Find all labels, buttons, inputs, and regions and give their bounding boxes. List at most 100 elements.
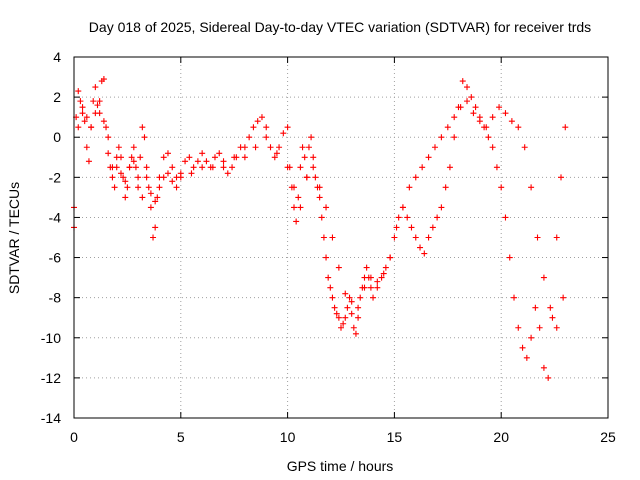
data-point (109, 174, 116, 181)
data-point (425, 234, 432, 241)
data-point (88, 124, 95, 131)
data-point (145, 184, 152, 191)
data-point (506, 254, 513, 261)
data-point (126, 164, 133, 171)
data-point (534, 234, 541, 241)
data-point (103, 124, 110, 131)
data-point (137, 154, 144, 161)
y-tick-label: -10 (41, 330, 61, 346)
data-point (199, 150, 206, 157)
data-point (254, 118, 261, 125)
data-point (83, 114, 90, 121)
data-point (199, 164, 206, 171)
data-point (92, 110, 99, 117)
data-point (429, 224, 436, 231)
data-point (560, 294, 567, 301)
data-point (203, 158, 210, 165)
data-point (374, 278, 381, 285)
data-point (310, 164, 317, 171)
data-point (295, 194, 302, 201)
data-point (329, 234, 336, 241)
data-point (549, 314, 556, 321)
data-point (241, 154, 248, 161)
data-point (431, 144, 438, 151)
y-tick-label: -12 (41, 370, 61, 386)
data-point (141, 134, 148, 141)
grid-lines (74, 57, 608, 418)
data-point (79, 110, 86, 117)
y-tick-label: -4 (49, 209, 62, 225)
data-point (308, 134, 315, 141)
data-point (139, 194, 146, 201)
data-point (342, 290, 349, 297)
data-point (493, 164, 500, 171)
data-point (130, 144, 137, 151)
data-point (297, 164, 304, 171)
data-point (325, 274, 332, 281)
data-point (406, 184, 413, 191)
data-point (305, 144, 312, 151)
data-point (263, 124, 270, 131)
data-point (412, 174, 419, 181)
data-point (329, 294, 336, 301)
data-point (130, 158, 137, 165)
data-point (363, 264, 370, 271)
data-point (511, 294, 518, 301)
data-point (117, 170, 124, 177)
data-point (128, 154, 135, 161)
data-point (476, 118, 483, 125)
data-point (370, 294, 377, 301)
data-point (75, 88, 82, 95)
data-point (391, 234, 398, 241)
data-point (350, 324, 357, 331)
data-point (186, 154, 193, 161)
data-point (464, 98, 471, 105)
data-point (147, 190, 154, 197)
data-point (367, 274, 374, 281)
data-point (79, 104, 86, 111)
data-point (284, 164, 291, 171)
data-point (540, 364, 547, 371)
data-point (132, 164, 139, 171)
data-point (434, 214, 441, 221)
x-tick-label: 25 (600, 429, 616, 445)
data-point (355, 304, 362, 311)
data-point (85, 158, 92, 165)
data-point (209, 164, 216, 171)
x-tick-label: 20 (493, 429, 509, 445)
data-point (143, 164, 150, 171)
data-point (124, 184, 131, 191)
data-point (348, 298, 355, 305)
data-point (346, 294, 353, 301)
data-point (320, 234, 327, 241)
data-point (451, 114, 458, 121)
data-point (164, 150, 171, 157)
data-point (100, 118, 107, 125)
data-point (113, 154, 120, 161)
data-point (224, 170, 231, 177)
data-point (536, 324, 543, 331)
y-tick-label: -8 (49, 290, 62, 306)
data-point (404, 214, 411, 221)
data-point (355, 314, 362, 321)
data-point (417, 244, 424, 251)
data-point (472, 104, 479, 111)
data-point (323, 204, 330, 211)
data-point (519, 344, 526, 351)
data-point (83, 144, 90, 151)
data-point (220, 158, 227, 165)
data-point (338, 324, 344, 331)
x-axis-title: GPS time / hours (287, 458, 394, 474)
data-point (438, 134, 445, 141)
data-point (147, 204, 154, 211)
data-point (502, 110, 509, 117)
data-point (318, 214, 325, 221)
data-point (393, 224, 400, 231)
plot-frame (73, 56, 609, 419)
data-point (558, 174, 565, 181)
data-point (120, 174, 127, 181)
data-point (177, 174, 184, 181)
data-point (109, 164, 116, 171)
data-point (160, 154, 167, 161)
